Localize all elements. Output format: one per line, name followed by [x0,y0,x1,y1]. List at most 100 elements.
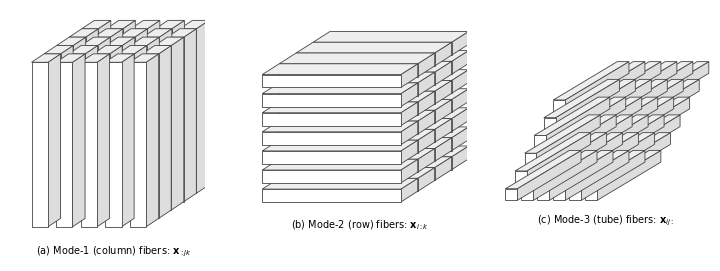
Polygon shape [527,133,590,183]
Polygon shape [262,102,418,113]
Polygon shape [44,46,73,54]
Polygon shape [73,37,86,210]
Polygon shape [130,37,159,46]
Polygon shape [435,157,451,180]
Polygon shape [550,136,562,147]
Polygon shape [543,133,607,183]
Polygon shape [515,171,527,183]
Polygon shape [147,37,159,210]
Polygon shape [106,46,122,210]
Polygon shape [32,62,48,227]
Polygon shape [296,72,435,85]
Polygon shape [131,20,160,29]
Polygon shape [585,189,597,201]
Polygon shape [262,121,418,132]
Polygon shape [585,150,661,189]
Polygon shape [547,133,623,171]
Polygon shape [565,62,629,112]
Polygon shape [554,150,629,189]
Polygon shape [598,136,610,147]
Polygon shape [262,140,418,151]
Polygon shape [597,150,661,201]
Polygon shape [549,150,613,201]
Polygon shape [262,170,401,183]
Polygon shape [313,31,469,42]
Polygon shape [594,97,657,147]
Polygon shape [418,53,435,77]
Polygon shape [279,110,435,121]
Polygon shape [536,115,600,165]
Polygon shape [313,42,451,55]
Polygon shape [617,62,693,100]
Polygon shape [117,46,147,54]
Polygon shape [401,64,418,88]
Polygon shape [601,100,613,112]
Polygon shape [401,83,418,107]
Polygon shape [605,115,680,153]
Polygon shape [105,54,134,62]
Polygon shape [180,20,209,29]
Polygon shape [619,79,683,130]
Polygon shape [451,146,469,170]
Polygon shape [401,102,418,126]
Polygon shape [296,138,451,149]
Polygon shape [313,89,469,99]
Polygon shape [105,62,122,227]
Polygon shape [143,46,171,54]
Polygon shape [131,29,148,193]
Polygon shape [603,79,667,130]
Polygon shape [597,62,661,112]
Polygon shape [262,178,418,189]
Polygon shape [584,115,648,165]
Polygon shape [418,167,435,191]
Polygon shape [262,189,401,202]
Polygon shape [296,99,451,110]
Polygon shape [451,108,469,131]
Polygon shape [537,189,549,201]
Polygon shape [262,64,418,75]
Polygon shape [313,70,469,80]
Polygon shape [184,29,197,202]
Polygon shape [559,118,572,130]
Polygon shape [572,153,584,165]
Polygon shape [155,46,171,210]
Polygon shape [85,46,98,218]
Polygon shape [635,79,699,130]
Polygon shape [296,61,451,72]
Polygon shape [279,178,418,191]
Polygon shape [313,99,451,112]
Polygon shape [531,171,543,183]
Polygon shape [57,46,73,210]
Polygon shape [592,118,603,130]
Polygon shape [155,37,184,46]
Polygon shape [82,20,111,29]
Polygon shape [143,29,172,37]
Polygon shape [56,54,85,62]
Polygon shape [624,118,635,130]
Polygon shape [572,79,635,130]
Polygon shape [296,157,451,167]
Polygon shape [94,37,110,202]
Polygon shape [616,115,680,165]
Polygon shape [588,79,652,130]
Polygon shape [279,129,435,140]
Polygon shape [159,29,172,202]
Polygon shape [146,54,158,227]
Text: (a) Mode-1 (column) fibers: $\mathbf{x}_{:jk}$: (a) Mode-1 (column) fibers: $\mathbf{x}_… [36,245,192,259]
Polygon shape [554,62,629,100]
Polygon shape [167,37,184,202]
Polygon shape [547,171,559,183]
Polygon shape [313,127,469,138]
Polygon shape [608,79,683,118]
Polygon shape [296,80,451,91]
Polygon shape [118,29,148,37]
Polygon shape [557,115,632,153]
Polygon shape [521,150,597,189]
Polygon shape [313,61,451,74]
Polygon shape [48,54,60,227]
Polygon shape [262,113,401,126]
Polygon shape [156,20,184,29]
Polygon shape [313,157,451,170]
Polygon shape [563,171,575,183]
Polygon shape [57,37,86,46]
